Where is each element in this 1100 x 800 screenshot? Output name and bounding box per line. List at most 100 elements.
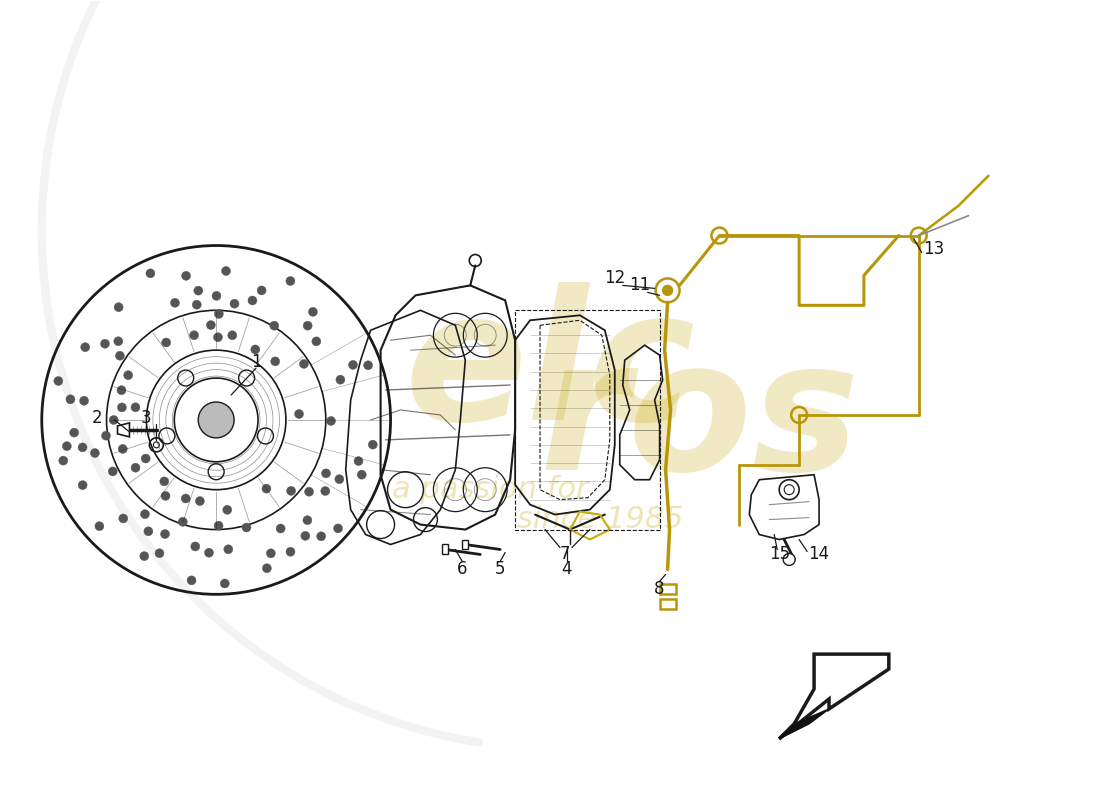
Circle shape bbox=[80, 342, 90, 352]
Circle shape bbox=[182, 494, 190, 503]
Circle shape bbox=[140, 552, 148, 561]
Text: 13: 13 bbox=[923, 239, 944, 258]
Circle shape bbox=[108, 467, 118, 476]
Circle shape bbox=[287, 486, 296, 495]
Polygon shape bbox=[779, 709, 829, 739]
Circle shape bbox=[155, 549, 164, 558]
Circle shape bbox=[100, 339, 110, 348]
Text: 6: 6 bbox=[458, 561, 468, 578]
Circle shape bbox=[248, 296, 257, 305]
Text: 11: 11 bbox=[629, 276, 650, 294]
Text: ros: ros bbox=[539, 332, 860, 508]
Polygon shape bbox=[442, 545, 449, 554]
Circle shape bbox=[78, 443, 87, 452]
Circle shape bbox=[101, 431, 110, 440]
Circle shape bbox=[214, 522, 223, 530]
Circle shape bbox=[141, 454, 151, 463]
Circle shape bbox=[113, 337, 123, 346]
Text: 12: 12 bbox=[604, 270, 626, 287]
Circle shape bbox=[334, 474, 344, 484]
Circle shape bbox=[198, 402, 234, 438]
Circle shape bbox=[63, 442, 72, 450]
Circle shape bbox=[196, 497, 205, 506]
Circle shape bbox=[317, 532, 326, 541]
Circle shape bbox=[354, 457, 363, 466]
Circle shape bbox=[212, 291, 221, 300]
Circle shape bbox=[79, 396, 89, 406]
Text: 2: 2 bbox=[91, 409, 102, 427]
Circle shape bbox=[300, 531, 310, 540]
Circle shape bbox=[54, 377, 63, 386]
Circle shape bbox=[228, 330, 236, 340]
Circle shape bbox=[327, 417, 336, 426]
Circle shape bbox=[95, 522, 103, 530]
Circle shape bbox=[302, 516, 312, 525]
Circle shape bbox=[295, 410, 304, 418]
Circle shape bbox=[230, 299, 239, 308]
Circle shape bbox=[221, 266, 231, 275]
Circle shape bbox=[182, 271, 190, 280]
Circle shape bbox=[117, 386, 126, 394]
Circle shape bbox=[58, 456, 68, 465]
Circle shape bbox=[364, 361, 373, 370]
Circle shape bbox=[190, 542, 200, 551]
Circle shape bbox=[276, 524, 285, 533]
Text: 14: 14 bbox=[808, 546, 829, 563]
Circle shape bbox=[220, 579, 229, 588]
Circle shape bbox=[207, 321, 216, 330]
Circle shape bbox=[123, 370, 133, 380]
Circle shape bbox=[368, 440, 377, 449]
Circle shape bbox=[114, 302, 123, 312]
Circle shape bbox=[131, 403, 140, 412]
Circle shape bbox=[187, 576, 196, 585]
Text: 8: 8 bbox=[654, 580, 664, 598]
Circle shape bbox=[170, 298, 179, 307]
Polygon shape bbox=[462, 539, 469, 550]
Circle shape bbox=[214, 310, 223, 318]
Polygon shape bbox=[118, 423, 130, 437]
Circle shape bbox=[66, 395, 75, 404]
Circle shape bbox=[308, 307, 318, 316]
Circle shape bbox=[161, 530, 169, 538]
Circle shape bbox=[305, 487, 314, 496]
Circle shape bbox=[223, 506, 232, 514]
Circle shape bbox=[321, 469, 330, 478]
Polygon shape bbox=[779, 654, 889, 739]
Circle shape bbox=[118, 403, 127, 412]
Circle shape bbox=[161, 491, 170, 501]
Circle shape bbox=[119, 514, 128, 523]
Circle shape bbox=[336, 375, 345, 384]
Text: 7: 7 bbox=[560, 546, 570, 563]
Circle shape bbox=[78, 481, 87, 490]
Circle shape bbox=[162, 338, 170, 347]
Circle shape bbox=[192, 300, 201, 309]
Circle shape bbox=[358, 470, 366, 479]
Circle shape bbox=[205, 548, 213, 558]
Circle shape bbox=[662, 286, 672, 295]
Text: 4: 4 bbox=[562, 561, 572, 578]
Circle shape bbox=[783, 554, 795, 566]
Circle shape bbox=[242, 523, 251, 532]
Circle shape bbox=[299, 359, 308, 368]
Circle shape bbox=[286, 547, 295, 556]
Circle shape bbox=[251, 345, 260, 354]
Text: 5: 5 bbox=[495, 561, 505, 578]
Circle shape bbox=[270, 321, 278, 330]
Circle shape bbox=[141, 510, 150, 518]
Circle shape bbox=[286, 277, 295, 286]
Text: since 1985: since 1985 bbox=[517, 505, 683, 534]
Circle shape bbox=[160, 477, 168, 486]
Circle shape bbox=[131, 463, 140, 472]
Circle shape bbox=[109, 415, 118, 425]
Circle shape bbox=[349, 360, 358, 370]
Text: 3: 3 bbox=[141, 409, 152, 427]
Circle shape bbox=[311, 337, 321, 346]
Circle shape bbox=[304, 321, 312, 330]
Circle shape bbox=[119, 445, 128, 454]
Text: elc: elc bbox=[405, 282, 695, 458]
Circle shape bbox=[116, 351, 124, 360]
Circle shape bbox=[266, 549, 275, 558]
Circle shape bbox=[69, 428, 79, 437]
Circle shape bbox=[223, 545, 233, 554]
Circle shape bbox=[144, 527, 153, 536]
